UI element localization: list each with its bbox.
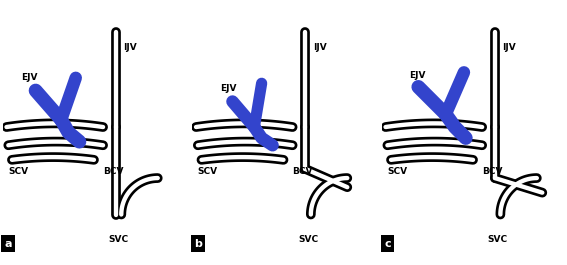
Text: BCV: BCV (293, 167, 313, 176)
Text: IJV: IJV (123, 43, 137, 52)
Text: SVC: SVC (488, 235, 507, 244)
Text: IJV: IJV (502, 43, 516, 52)
Text: BCV: BCV (482, 167, 503, 176)
Text: c: c (384, 239, 391, 249)
Text: a: a (5, 239, 12, 249)
Text: SCV: SCV (9, 167, 28, 176)
Text: BCV: BCV (103, 167, 124, 176)
Text: SVC: SVC (298, 235, 318, 244)
Text: SVC: SVC (108, 235, 129, 244)
Text: SCV: SCV (198, 167, 218, 176)
Text: SCV: SCV (387, 167, 408, 176)
Text: EJV: EJV (409, 71, 426, 80)
Text: IJV: IJV (312, 43, 327, 52)
Text: EJV: EJV (219, 83, 236, 92)
Text: EJV: EJV (21, 73, 37, 82)
Text: b: b (194, 239, 202, 249)
